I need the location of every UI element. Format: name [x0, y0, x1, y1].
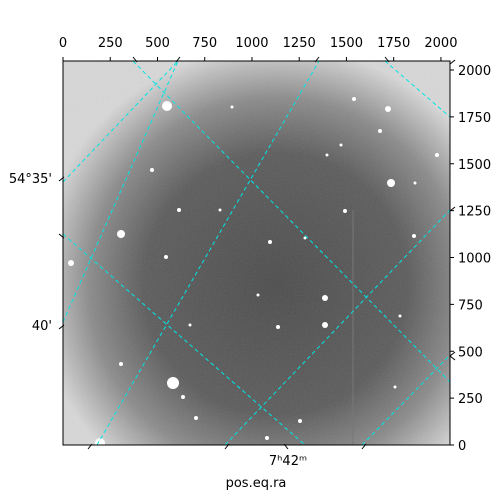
right-tick-label: 250: [458, 392, 483, 407]
star: [339, 143, 343, 147]
star: [303, 236, 307, 240]
right-world-tick-mark: [449, 351, 456, 357]
star: [256, 293, 260, 297]
grid-line: [132, 61, 450, 383]
bottom-tick-label: 7ʰ42ᵐ: [269, 454, 307, 469]
top-tick-label: 2000: [424, 36, 457, 51]
star: [181, 395, 185, 399]
star: [325, 153, 329, 157]
star: [387, 179, 395, 187]
bottom-tick-mark: [361, 443, 367, 450]
star: [177, 208, 181, 212]
star: [218, 208, 222, 212]
star: [322, 295, 328, 301]
star: [95, 438, 105, 445]
star: [162, 101, 172, 111]
right-tick-label: 1750: [458, 111, 491, 126]
star: [298, 419, 302, 423]
star: [167, 377, 179, 389]
bottom-tick-mark: [224, 443, 230, 450]
left-tick-mark: [58, 324, 65, 330]
right-tick-label: 0: [458, 439, 466, 454]
star: [385, 106, 391, 112]
star: [150, 168, 154, 172]
plot-frame: [62, 60, 451, 446]
star: [393, 385, 397, 389]
star: [194, 416, 198, 420]
top-tick-label: 1000: [235, 36, 268, 51]
bottom-tick-mark: [283, 443, 289, 450]
star: [164, 255, 168, 259]
star: [276, 325, 280, 329]
star: [343, 209, 347, 213]
top-tick-label: 1500: [330, 36, 363, 51]
star: [119, 362, 123, 366]
star: [230, 105, 234, 109]
grid-line: [63, 61, 179, 323]
left-tick-mark: [58, 176, 65, 182]
star: [412, 234, 416, 238]
star: [398, 314, 402, 318]
right-world-tick-mark: [449, 59, 456, 65]
bottom-tick-mark: [87, 443, 93, 450]
grid-line: [63, 233, 306, 445]
star: [378, 129, 382, 133]
star: [188, 323, 192, 327]
top-world-ticks: [132, 56, 390, 63]
star: [68, 260, 74, 266]
coordinate-grid: [63, 61, 450, 445]
right-axis-ticks: 0 250 500 750 1000 1250 1500 1750 2000: [450, 64, 491, 454]
right-world-tick-mark: [449, 355, 456, 361]
star-field: [68, 97, 439, 445]
top-world-tick-mark: [175, 56, 181, 63]
top-axis-ticks: 0 250 500 750 1000 1250 1500 1750 2000: [59, 36, 457, 61]
left-tick-mark: [58, 233, 65, 239]
right-tick-label: 500: [458, 345, 483, 360]
star: [265, 436, 269, 440]
right-tick-label: 750: [458, 298, 483, 313]
grid-line: [384, 61, 450, 118]
right-tick-label: 1250: [458, 205, 491, 220]
top-world-tick-mark: [384, 56, 390, 63]
left-axis-ticks: 54°35' 40': [9, 172, 65, 334]
star: [322, 322, 328, 328]
top-tick-label: 0: [59, 36, 67, 51]
left-tick-label: 40': [32, 319, 52, 334]
top-tick-label: 250: [98, 36, 123, 51]
grid-line: [96, 61, 320, 445]
top-world-tick-mark: [314, 56, 320, 63]
right-world-ticks: [449, 59, 456, 361]
top-world-tick-mark: [132, 56, 138, 63]
sky-noise: [63, 61, 450, 445]
star: [352, 97, 356, 101]
right-tick-label: 1500: [458, 158, 491, 173]
bottom-axis-title: pos.eq.ra: [226, 476, 287, 491]
top-tick-label: 1750: [377, 36, 410, 51]
left-tick-label: 54°35': [9, 172, 52, 187]
star: [268, 240, 272, 244]
right-tick-label: 2000: [458, 64, 491, 79]
grid-line: [224, 209, 450, 445]
top-tick-label: 750: [192, 36, 217, 51]
right-world-tick-mark: [449, 206, 456, 212]
bottom-axis-ticks: 7ʰ42ᵐ pos.eq.ra: [87, 443, 367, 491]
top-tick-label: 1250: [283, 36, 316, 51]
star: [435, 153, 439, 157]
star: [413, 181, 417, 185]
star: [117, 230, 125, 238]
image-panel: [63, 61, 450, 445]
top-tick-label: 500: [145, 36, 170, 51]
right-tick-label: 1000: [458, 252, 491, 267]
